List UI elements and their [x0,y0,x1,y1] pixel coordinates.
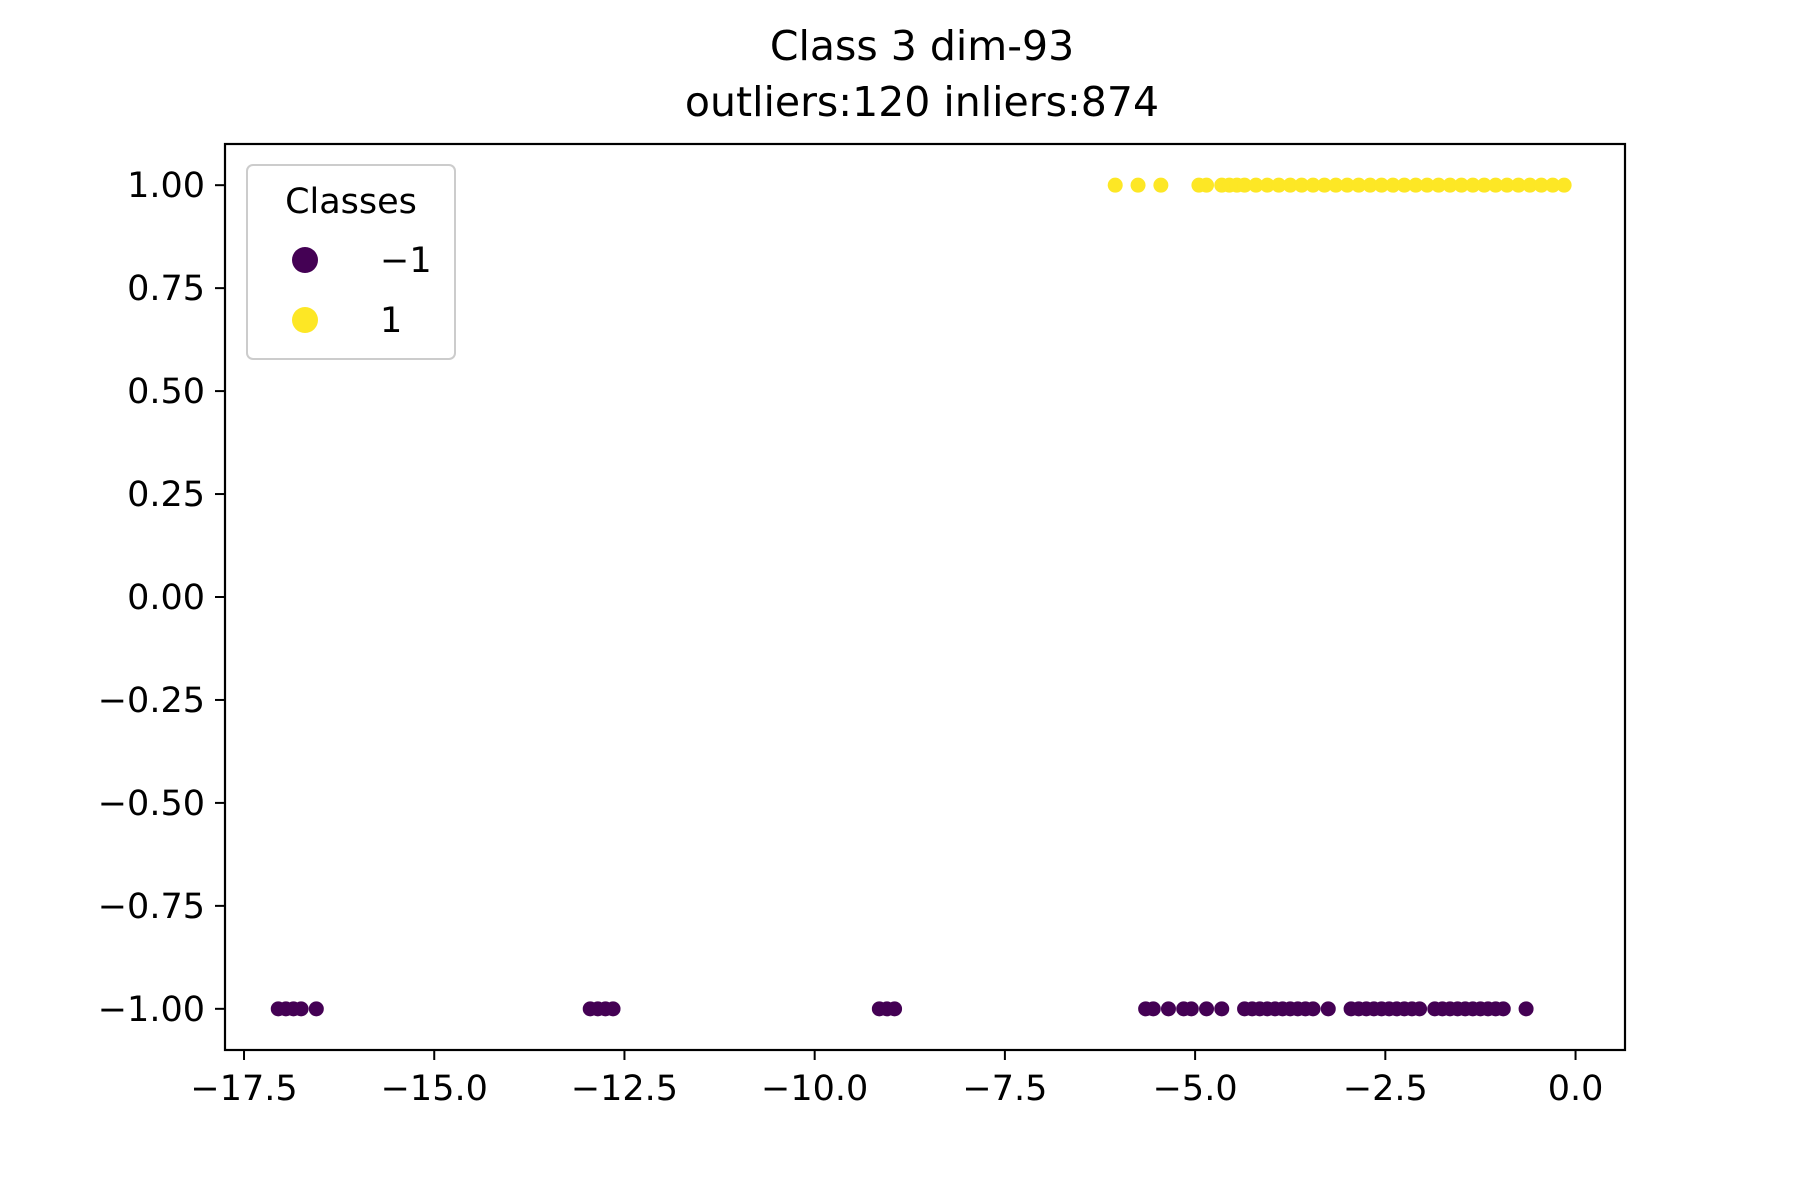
legend-marker-class-1 [292,307,318,333]
x-tick-label: 0.0 [1548,1069,1604,1109]
legend-marker-class-neg1 [292,247,318,273]
inlier-point [1259,177,1275,193]
inlier-point [1153,177,1169,193]
outlier-point [308,1001,324,1017]
chart-title: Class 3 dim-93 [770,22,1074,70]
outlier-point [1305,1001,1321,1017]
inlier-point [1476,177,1492,193]
inlier-point [1385,177,1401,193]
inlier-point [1374,177,1390,193]
outlier-point [1183,1001,1199,1017]
inlier-point [1442,177,1458,193]
y-tick-label: 1.00 [127,166,205,206]
inlier-point [1408,177,1424,193]
inlier-point [1465,177,1481,193]
outlier-point [1412,1001,1428,1017]
y-tick-label: −0.50 [98,784,205,824]
inlier-point [1351,177,1367,193]
plot-area-frame [223,142,1627,1052]
outlier-point [1199,1001,1215,1017]
outlier-point [887,1001,903,1017]
inlier-point [1271,177,1287,193]
inlier-point [1316,177,1332,193]
inlier-point [1545,177,1561,193]
x-tick-label: −7.5 [962,1069,1047,1109]
inlier-point [1533,177,1549,193]
outlier-point [605,1001,621,1017]
y-tick-label: 0.25 [127,475,205,515]
inlier-point [1419,177,1435,193]
legend-label-class-neg1: −1 [380,241,432,281]
axis-ticks: −17.5 −15.0 −12.5 −10.0 −7.5 −5.0 −2.5 0.0 1.00 0… [98,166,1604,1109]
outlier-point [293,1001,309,1017]
inlier-point [1431,177,1447,193]
chart-subtitle: outliers:120 inliers:874 [685,78,1159,126]
inlier-point [1282,177,1298,193]
inlier-point [1339,177,1355,193]
legend-label-class-1: 1 [380,301,402,341]
x-tick-label: −17.5 [190,1069,297,1109]
outlier-point [1320,1001,1336,1017]
y-tick-label: 0.50 [127,372,205,412]
inlier-point [1107,177,1123,193]
inlier-point [1199,177,1215,193]
x-tick-label: −5.0 [1153,1069,1238,1109]
inlier-point [1510,177,1526,193]
inlier-point [1453,177,1469,193]
inlier-point [1237,177,1253,193]
inlier-point [1294,177,1310,193]
legend: Classes −1 1 [246,164,456,360]
data-points [270,177,1572,1017]
y-tick-label: 0.00 [127,578,205,618]
inlier-point [1488,177,1504,193]
inlier-point [1396,177,1412,193]
x-tick-label: −15.0 [381,1069,488,1109]
outlier-point [1160,1001,1176,1017]
inlier-point [1305,177,1321,193]
outlier-point [1495,1001,1511,1017]
y-tick-label: 0.75 [127,269,205,309]
x-tick-label: −12.5 [571,1069,678,1109]
outlier-point [1145,1001,1161,1017]
x-tick-label: −2.5 [1343,1069,1428,1109]
inlier-point [1248,177,1264,193]
outlier-point [1214,1001,1230,1017]
outlier-point [1518,1001,1534,1017]
y-tick-label: −0.75 [98,887,205,927]
inlier-point [1522,177,1538,193]
legend-title: Classes [285,182,417,222]
y-tick-label: −1.00 [98,990,205,1030]
inlier-point [1362,177,1378,193]
inlier-point [1130,177,1146,193]
inlier-point [1556,177,1572,193]
x-tick-label: −10.0 [761,1069,868,1109]
inlier-point [1328,177,1344,193]
inlier-point [1499,177,1515,193]
y-tick-label: −0.25 [98,681,205,721]
